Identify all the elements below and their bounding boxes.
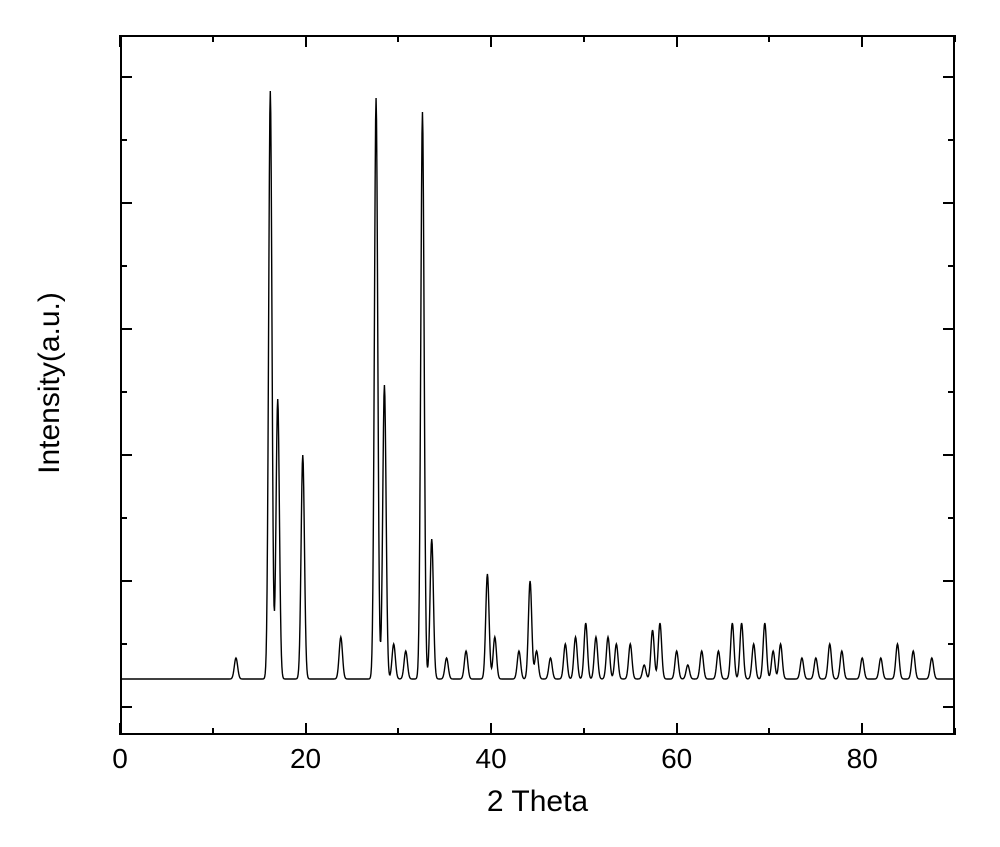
x-major-tick <box>119 723 121 735</box>
x-major-tick-top <box>490 35 492 47</box>
x-minor-tick-top <box>397 35 399 42</box>
x-tick-label: 60 <box>637 743 717 775</box>
x-minor-tick-top <box>212 35 214 42</box>
y-minor-tick <box>120 517 127 519</box>
y-minor-tick <box>120 139 127 141</box>
x-minor-tick-top <box>768 35 770 42</box>
y-major-tick <box>120 328 132 330</box>
y-axis-label-text: Intensity(a.u.) <box>33 292 66 474</box>
y-major-tick <box>120 454 132 456</box>
xrd-trace <box>120 91 955 679</box>
y-major-tick-right <box>943 328 955 330</box>
x-minor-tick <box>768 728 770 735</box>
y-minor-tick <box>120 643 127 645</box>
x-minor-tick <box>583 728 585 735</box>
y-major-tick <box>120 706 132 708</box>
x-major-tick <box>305 723 307 735</box>
x-major-tick <box>676 723 678 735</box>
y-major-tick-right <box>943 202 955 204</box>
x-major-tick <box>490 723 492 735</box>
x-tick-label: 0 <box>80 743 160 775</box>
y-minor-tick <box>120 265 127 267</box>
y-major-tick <box>120 580 132 582</box>
x-tick-label: 80 <box>822 743 902 775</box>
y-major-tick-right <box>943 706 955 708</box>
x-minor-tick-top <box>954 35 956 42</box>
x-tick-label: 40 <box>451 743 531 775</box>
x-major-tick <box>861 723 863 735</box>
x-minor-tick <box>397 728 399 735</box>
y-major-tick-right <box>943 454 955 456</box>
x-minor-tick <box>212 728 214 735</box>
x-minor-tick <box>954 728 956 735</box>
x-axis-label-text: 2 Theta <box>487 785 588 818</box>
y-axis-label: Intensity(a.u.) <box>33 183 67 583</box>
plot-area <box>0 0 1000 847</box>
y-major-tick <box>120 202 132 204</box>
y-major-tick-right <box>943 76 955 78</box>
y-minor-tick-right <box>948 517 955 519</box>
x-axis-label: 2 Theta <box>120 785 955 819</box>
x-major-tick-top <box>305 35 307 47</box>
y-major-tick-right <box>943 580 955 582</box>
x-major-tick-top <box>861 35 863 47</box>
y-major-tick <box>120 76 132 78</box>
x-minor-tick-top <box>583 35 585 42</box>
y-minor-tick-right <box>948 265 955 267</box>
x-major-tick-top <box>676 35 678 47</box>
x-major-tick-top <box>119 35 121 47</box>
figure: 0 20 40 60 80 2 Theta Intensity(a.u.) <box>0 0 1000 847</box>
y-minor-tick-right <box>948 391 955 393</box>
x-tick-label: 20 <box>266 743 346 775</box>
y-minor-tick <box>120 391 127 393</box>
y-minor-tick-right <box>948 643 955 645</box>
y-minor-tick-right <box>948 139 955 141</box>
